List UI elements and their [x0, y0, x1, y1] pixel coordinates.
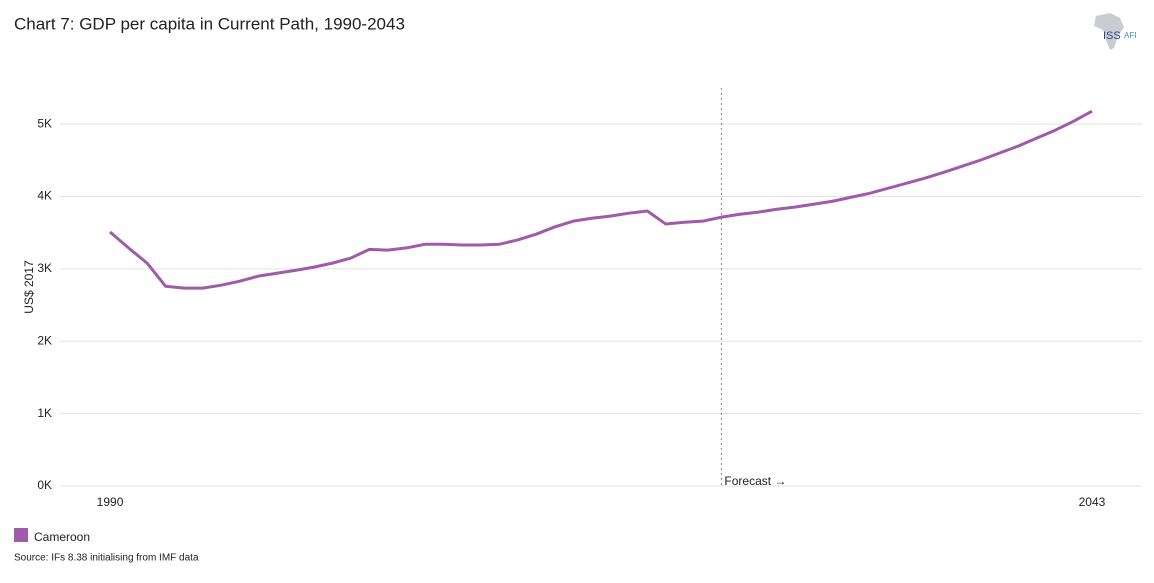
- x-tick-label: 2043: [1079, 495, 1106, 509]
- y-tick-label: 5K: [37, 116, 52, 130]
- legend-swatch: [14, 528, 28, 542]
- y-axis-label: US$ 2017: [22, 260, 36, 314]
- legend-label: Cameroon: [34, 530, 90, 544]
- x-tick-label: 1990: [97, 495, 124, 509]
- y-tick-label: 0K: [37, 478, 52, 492]
- logo-map: [1094, 13, 1124, 50]
- logo-text: AFI: [1124, 31, 1136, 40]
- logo: ISS AFI: [1094, 13, 1136, 50]
- source: Source: IFs 8.38 initialising from IMF d…: [14, 553, 199, 564]
- logo-text: ISS: [1103, 30, 1121, 42]
- y-tick-label: 4K: [37, 189, 52, 203]
- y-tick-label: 3K: [37, 261, 52, 275]
- line: [109, 109, 1093, 290]
- annotation: Forecast →: [724, 474, 786, 488]
- y-tick-label: 2K: [37, 333, 52, 347]
- y-tick-label: 1K: [37, 406, 52, 420]
- chart-title: Chart 7: GDP per capita in Current Path,…: [14, 14, 405, 33]
